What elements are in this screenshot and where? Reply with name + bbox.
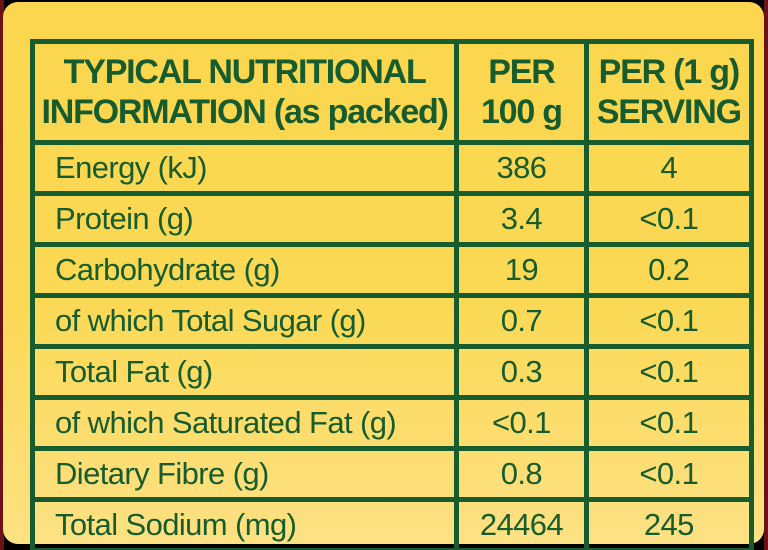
table-row: Dietary Fibre (g) 0.8 <0.1 (29, 446, 755, 502)
nutrient-label-cell: Total Sodium (mg) (29, 497, 460, 550)
per-serving-value-cell: <0.1 (583, 344, 755, 400)
col-header-nutrition-info: TYPICAL NUTRITIONAL INFORMATION (as pack… (29, 39, 460, 145)
nutrient-label-cell: Protein (g) (29, 191, 460, 247)
table-row: Carbohydrate (g) 19 0.2 (29, 242, 755, 298)
nutrition-table: TYPICAL NUTRITIONAL INFORMATION (as pack… (29, 39, 755, 550)
per-serving-value-cell: 245 (583, 497, 755, 550)
per-100g-value-cell: 0.8 (454, 446, 589, 502)
per-100g-value-cell: 3.4 (454, 191, 589, 247)
per-serving-value-cell: 0.2 (583, 242, 755, 298)
nutrition-label-card: TYPICAL NUTRITIONAL INFORMATION (as pack… (3, 2, 764, 550)
header-row: TYPICAL NUTRITIONAL INFORMATION (as pack… (29, 39, 755, 145)
table-row: of which Total Sugar (g) 0.7 <0.1 (29, 293, 755, 349)
col-header-per-100g: PER 100 g (454, 39, 589, 145)
nutrient-label-cell: Energy (kJ) (29, 140, 460, 196)
per-100g-value-cell: <0.1 (454, 395, 589, 451)
per-serving-value-cell: 4 (583, 140, 755, 196)
per-serving-value-cell: <0.1 (583, 293, 755, 349)
per-100g-value-cell: 0.3 (454, 344, 589, 400)
per-serving-value-cell: <0.1 (583, 395, 755, 451)
nutrient-label-cell: Total Fat (g) (29, 344, 460, 400)
per-100g-value-cell: 24464 (454, 497, 589, 550)
nutrient-label-cell: Dietary Fibre (g) (29, 446, 460, 502)
table-body: Energy (kJ) 386 4 Protein (g) 3.4 <0.1 Carbohy… (29, 140, 755, 550)
per-serving-value-cell: <0.1 (583, 191, 755, 247)
table-row: Total Sodium (mg) 24464 245 (29, 497, 755, 550)
table-row: Energy (kJ) 386 4 (29, 140, 755, 196)
nutrient-label-cell: of which Saturated Fat (g) (29, 395, 460, 451)
per-100g-value-cell: 19 (454, 242, 589, 298)
per-100g-value-cell: 0.7 (454, 293, 589, 349)
per-serving-value-cell: <0.1 (583, 446, 755, 502)
table-row: Total Fat (g) 0.3 <0.1 (29, 344, 755, 400)
col-header-per-serving: PER (1 g) SERVING (583, 39, 755, 145)
per-100g-value-cell: 386 (454, 140, 589, 196)
nutrient-label-cell: of which Total Sugar (g) (29, 293, 460, 349)
table-row: of which Saturated Fat (g) <0.1 <0.1 (29, 395, 755, 451)
table-row: Protein (g) 3.4 <0.1 (29, 191, 755, 247)
nutrient-label-cell: Carbohydrate (g) (29, 242, 460, 298)
